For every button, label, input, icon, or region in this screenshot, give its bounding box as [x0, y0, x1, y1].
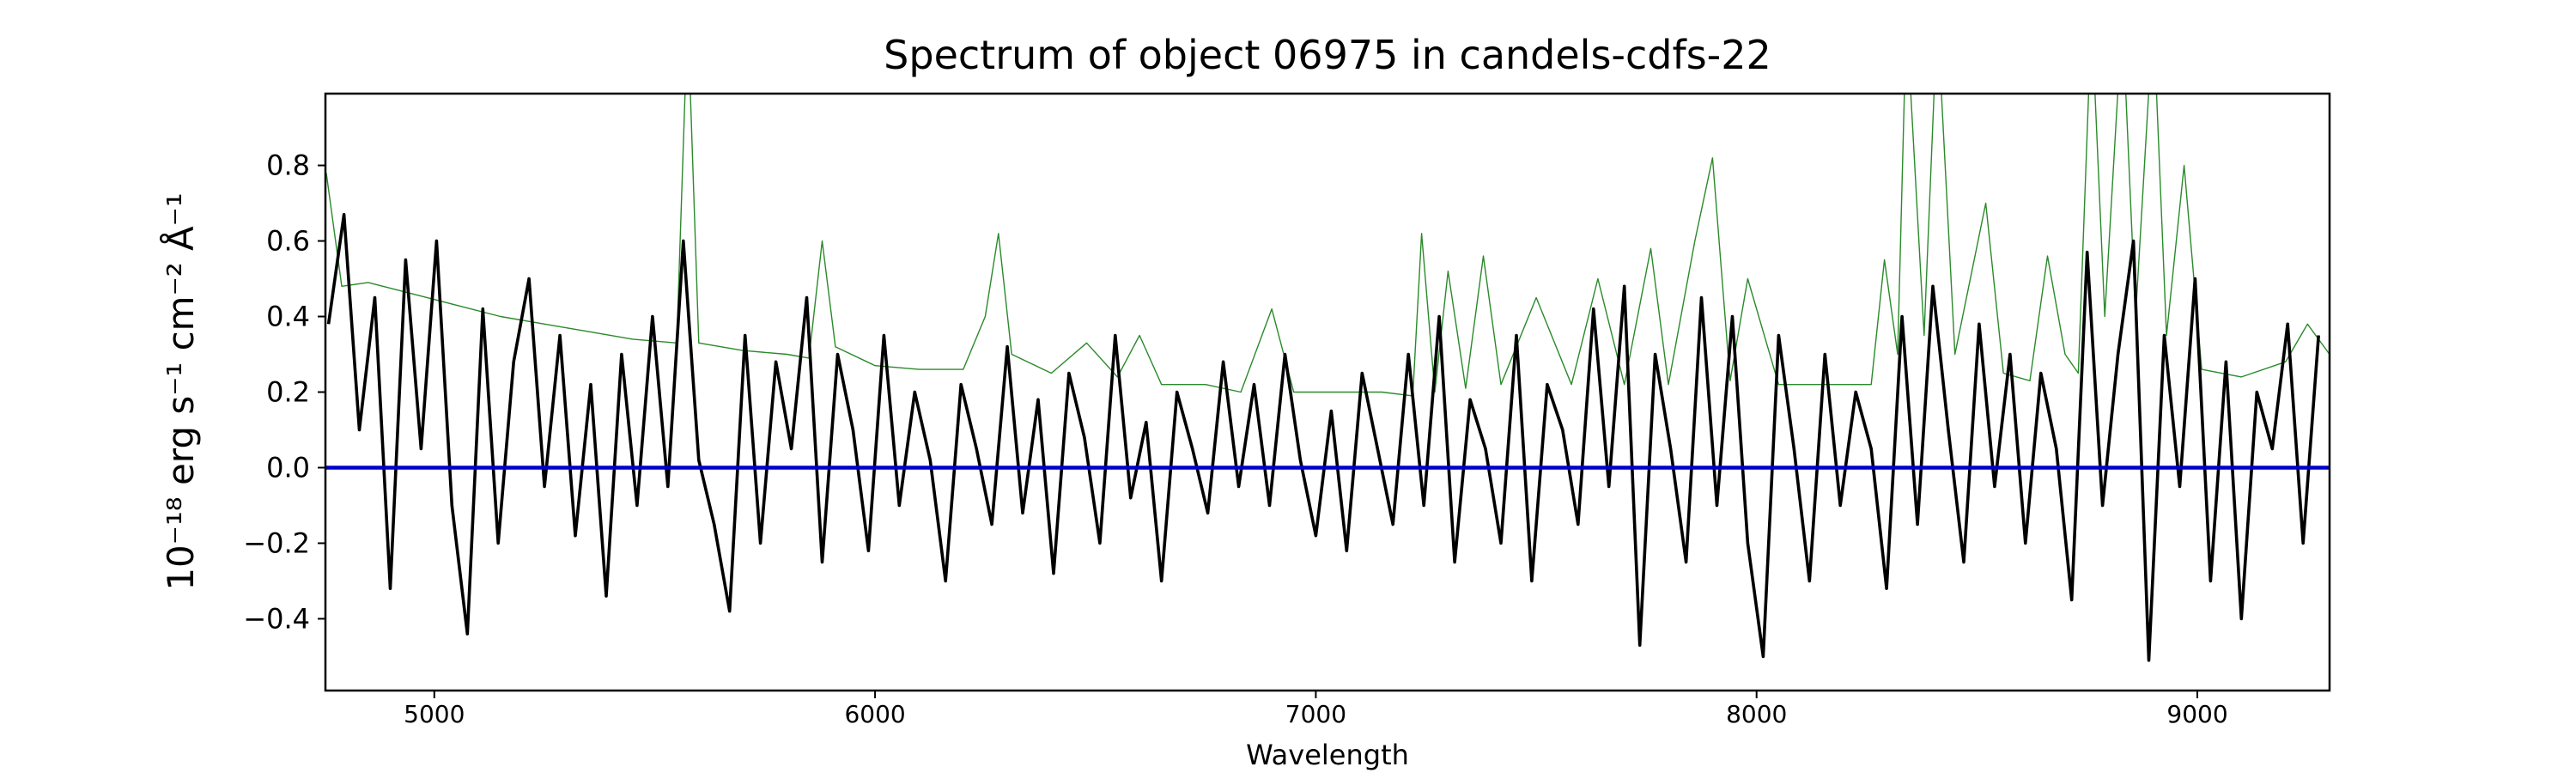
y-tick-label: 0.4	[266, 301, 310, 333]
x-tick-label: 5000	[404, 700, 465, 728]
x-axis-label: Wavelength	[1246, 739, 1409, 771]
y-tick-label: −0.2	[243, 526, 310, 559]
y-axis-label: 10⁻¹⁸ erg s⁻¹ cm⁻² Å⁻¹	[159, 192, 202, 590]
y-tick-label: 0.8	[266, 149, 310, 182]
x-tick-label: 6000	[844, 700, 905, 728]
y-tick-label: 0.2	[266, 376, 310, 409]
y-tick-label: 0.0	[266, 451, 310, 484]
spectrum-line	[326, 213, 2320, 662]
spectrum-line	[325, 94, 2330, 397]
chart-title: Spectrum of object 06975 in candels-cdfs…	[884, 32, 1771, 78]
x-tick-label: 7000	[1285, 700, 1346, 728]
x-tick-label: 8000	[1726, 700, 1787, 728]
plot-area	[325, 94, 2330, 662]
y-tick-label: 0.6	[266, 225, 310, 258]
x-tick-label: 9000	[2166, 700, 2227, 728]
y-tick-label: −0.4	[243, 602, 310, 635]
